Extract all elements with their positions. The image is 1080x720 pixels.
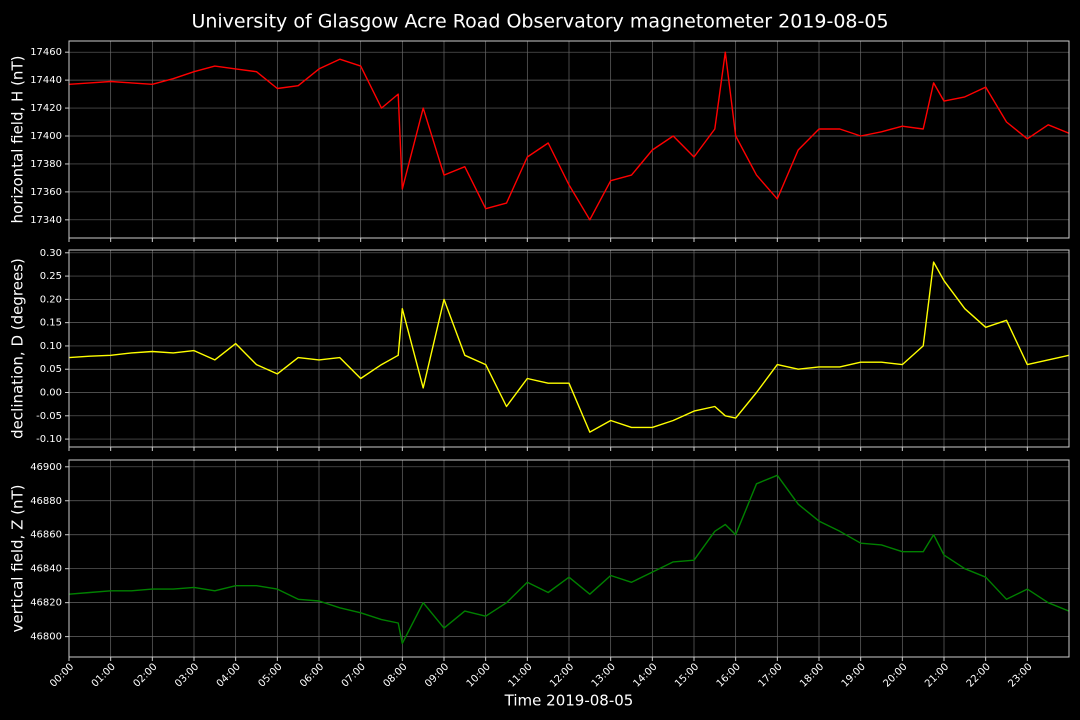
- x-tick-label: 03:00: [173, 661, 201, 689]
- plot-area: [69, 474, 1069, 645]
- plot-area: [69, 261, 1069, 433]
- y-axis-label: vertical field, Z (nT): [9, 484, 27, 632]
- x-tick-label: 20:00: [881, 661, 909, 689]
- x-tick-label: 05:00: [256, 661, 284, 689]
- x-tick-label: 16:00: [715, 661, 743, 689]
- x-tick-label: 04:00: [215, 661, 243, 689]
- x-tick-label: 19:00: [840, 661, 868, 689]
- y-tick-label: 17400: [30, 131, 62, 142]
- y-tick-label: 0.20: [40, 294, 62, 305]
- y-tick-label: 46880: [30, 496, 62, 507]
- chart-title: University of Glasgow Acre Road Observat…: [191, 11, 888, 33]
- y-tick-label: 0.15: [40, 318, 62, 329]
- data-line: [69, 261, 1069, 433]
- y-tick-label: 17460: [30, 47, 62, 58]
- x-tick-label: 11:00: [506, 661, 534, 689]
- y-tick-label: 0.10: [40, 341, 62, 352]
- x-tick-label: 12:00: [548, 661, 576, 689]
- y-tick-label: 0.00: [40, 388, 62, 399]
- x-tick-label: 06:00: [298, 661, 326, 689]
- y-tick-label: 46820: [30, 598, 62, 609]
- y-tick-label: 46800: [30, 632, 62, 643]
- y-tick-label: 17380: [30, 159, 62, 170]
- x-tick-label: 02:00: [131, 661, 159, 689]
- data-line: [69, 474, 1069, 645]
- y-tick-label: -0.05: [36, 411, 62, 422]
- y-tick-label: 0.25: [40, 271, 62, 282]
- x-tick-label: 23:00: [1006, 661, 1034, 689]
- axes-frame: [68, 40, 1070, 239]
- y-tick-label: 0.05: [40, 364, 62, 375]
- x-tick-label: 08:00: [381, 661, 409, 689]
- data-line: [69, 51, 1069, 221]
- y-tick-label: 46840: [30, 564, 62, 575]
- y-tick-label: 17360: [30, 187, 62, 198]
- x-axis-label: Time 2019-08-05: [504, 692, 634, 710]
- x-tick-label: 21:00: [923, 661, 951, 689]
- y-tick-label: 46860: [30, 530, 62, 541]
- x-tick-label: 14:00: [631, 661, 659, 689]
- x-tick-label: 01:00: [90, 661, 118, 689]
- axes-frame: [68, 249, 1070, 448]
- y-tick-label: 0.30: [40, 248, 62, 259]
- x-tick-label: 13:00: [590, 661, 618, 689]
- plot-area: [69, 51, 1069, 221]
- x-tick-label: 15:00: [673, 661, 701, 689]
- x-tick-label: 18:00: [798, 661, 826, 689]
- x-tick-label: 17:00: [756, 661, 784, 689]
- x-tick-label: 22:00: [965, 661, 993, 689]
- y-axis-label: declination, D (degrees): [9, 258, 27, 439]
- y-tick-label: 17440: [30, 75, 62, 86]
- y-tick-label: 46900: [30, 462, 62, 473]
- axes-frame: [68, 459, 1070, 658]
- x-tick-label: 09:00: [423, 661, 451, 689]
- y-axis-label: horizontal field, H (nT): [9, 56, 27, 224]
- y-tick-label: -0.10: [36, 434, 62, 445]
- y-tick-label: 17340: [30, 215, 62, 226]
- x-tick-label: 07:00: [340, 661, 368, 689]
- x-tick-label: 10:00: [465, 661, 493, 689]
- x-tick-label: 00:00: [48, 661, 76, 689]
- y-tick-label: 17420: [30, 103, 62, 114]
